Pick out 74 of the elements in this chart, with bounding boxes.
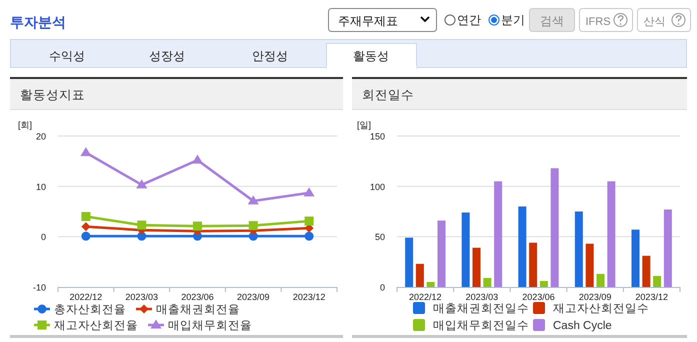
x-tick-label: 2023/03 [466,292,498,302]
bar [540,280,548,287]
text: 안정성 [252,49,288,63]
text: 분기 [501,13,525,27]
x-tick-label: 2023/12 [635,292,668,302]
legend-label: 재고자산회전일수 [553,303,649,315]
legend-label: 총자산회전율 [54,303,126,316]
legend-label: 매입채무회전율 [168,320,252,332]
bar [596,274,604,287]
bar [574,212,583,287]
chart-title: 회전일수 [362,88,414,102]
bar [529,242,538,287]
bar [472,248,480,287]
bar [642,256,650,287]
bar [438,220,446,287]
x-tick-label: 2023/09 [578,292,612,302]
chart-title: 활동성지표 [20,88,85,102]
bar [405,238,414,287]
bar [494,181,502,287]
y-tick-label: 50 [374,232,385,242]
point [81,212,90,222]
text: 산식 [644,16,666,28]
point [137,220,146,230]
text: 연간 [457,13,481,27]
point [136,179,148,188]
bar [550,168,559,287]
text: 수익성 [49,49,85,63]
y-tick-label: 150 [370,132,385,142]
x-tick-label: 2023/06 [522,292,555,302]
x-tick-label: 2023/09 [237,292,270,302]
x-tick-label: 2023/12 [292,292,326,302]
point [80,147,92,156]
point [304,216,314,226]
y-tick-label: 0 [380,282,385,292]
text: 성장성 [149,49,185,63]
legend-label: 매출채권회전일수 [433,302,529,315]
x-tick-label: 2022/12 [409,292,442,302]
y-tick-label: 100 [370,182,385,192]
bar [653,276,662,287]
y-axis-title: [회] [18,120,32,130]
y-tick-label: 20 [36,132,46,142]
bar [416,264,424,287]
point [193,222,202,231]
y-tick-label: 10 [36,182,46,192]
point [81,222,90,232]
y-tick-label: 0 [40,232,46,242]
bar [483,278,492,287]
point [192,154,203,164]
point [248,195,259,204]
bar [518,206,526,287]
x-tick-label: 2023/03 [125,292,158,302]
text: 투자분석 [10,14,66,30]
point [248,221,258,230]
text: IFRS [586,16,611,28]
x-tick-label: 2023/06 [181,292,214,302]
text: 주재무제표 [338,14,398,28]
text: 검색 [540,14,564,28]
text: 활동성 [353,49,389,63]
bar [664,209,672,287]
y-tick-label: -10 [32,282,46,292]
bar [607,181,616,287]
bar [426,282,435,287]
point [304,232,314,241]
legend-label: Cash Cycle [553,320,612,332]
point [81,232,90,241]
legend-label: 매출채권회전율 [156,303,240,316]
bar [462,212,470,287]
bar [632,230,640,287]
point [304,187,315,196]
y-axis-title: [일] [357,120,372,130]
x-tick-label: 2022/12 [70,292,102,302]
legend-label: 재고자산회전율 [54,320,138,332]
bar [586,244,594,287]
legend-label: 매입채무회전일수 [433,320,529,332]
